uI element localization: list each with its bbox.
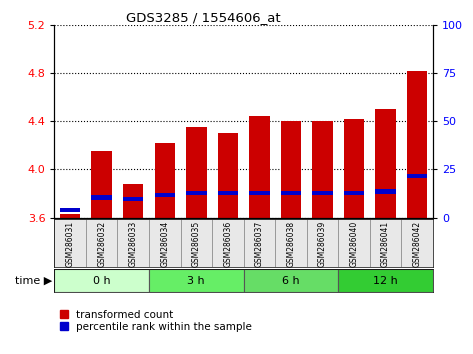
Bar <box>244 269 338 292</box>
Bar <box>344 191 364 195</box>
Bar <box>218 133 238 218</box>
Bar <box>407 174 427 178</box>
Text: GSM286040: GSM286040 <box>350 221 359 267</box>
Bar <box>149 269 244 292</box>
Bar <box>401 219 433 267</box>
Bar <box>60 214 80 218</box>
Bar <box>370 219 401 267</box>
Bar <box>186 127 207 218</box>
Bar <box>344 119 364 218</box>
Text: GSM286039: GSM286039 <box>318 221 327 267</box>
Text: GSM286035: GSM286035 <box>192 221 201 267</box>
Bar <box>212 219 244 267</box>
Bar <box>312 121 333 218</box>
Bar <box>123 196 143 201</box>
Bar <box>117 219 149 267</box>
Bar <box>280 191 301 195</box>
Bar <box>181 219 212 267</box>
Bar <box>218 191 238 195</box>
Bar <box>155 143 175 218</box>
Bar <box>338 269 433 292</box>
Bar <box>91 195 112 200</box>
Text: GSM286032: GSM286032 <box>97 221 106 267</box>
Text: 0 h: 0 h <box>93 275 111 286</box>
Text: GSM286038: GSM286038 <box>286 221 296 267</box>
Bar <box>375 189 396 194</box>
Text: GDS3285 / 1554606_at: GDS3285 / 1554606_at <box>126 11 280 24</box>
Text: GSM286037: GSM286037 <box>255 221 264 267</box>
Bar <box>375 109 396 218</box>
Text: 12 h: 12 h <box>373 275 398 286</box>
Bar <box>91 152 112 218</box>
Text: GSM286036: GSM286036 <box>223 221 232 267</box>
Bar <box>123 184 143 218</box>
Bar <box>86 219 117 267</box>
Text: GSM286034: GSM286034 <box>160 221 169 267</box>
Bar <box>155 193 175 197</box>
Bar <box>149 219 181 267</box>
Text: GSM286031: GSM286031 <box>66 221 75 267</box>
Text: GSM286033: GSM286033 <box>129 221 138 267</box>
Bar <box>60 208 80 212</box>
Text: 3 h: 3 h <box>187 275 205 286</box>
Legend: transformed count, percentile rank within the sample: transformed count, percentile rank withi… <box>60 310 252 332</box>
Text: time ▶: time ▶ <box>15 275 52 286</box>
Text: GSM286041: GSM286041 <box>381 221 390 267</box>
Bar <box>275 219 307 267</box>
Text: 6 h: 6 h <box>282 275 300 286</box>
Bar <box>407 70 427 218</box>
Bar <box>54 219 86 267</box>
Text: GSM286042: GSM286042 <box>412 221 421 267</box>
Bar <box>249 191 270 195</box>
Bar <box>244 219 275 267</box>
Bar <box>280 121 301 218</box>
Bar <box>54 269 149 292</box>
Bar <box>186 191 207 195</box>
Bar <box>249 116 270 218</box>
Bar <box>307 219 338 267</box>
Bar <box>312 191 333 195</box>
Bar <box>338 219 370 267</box>
